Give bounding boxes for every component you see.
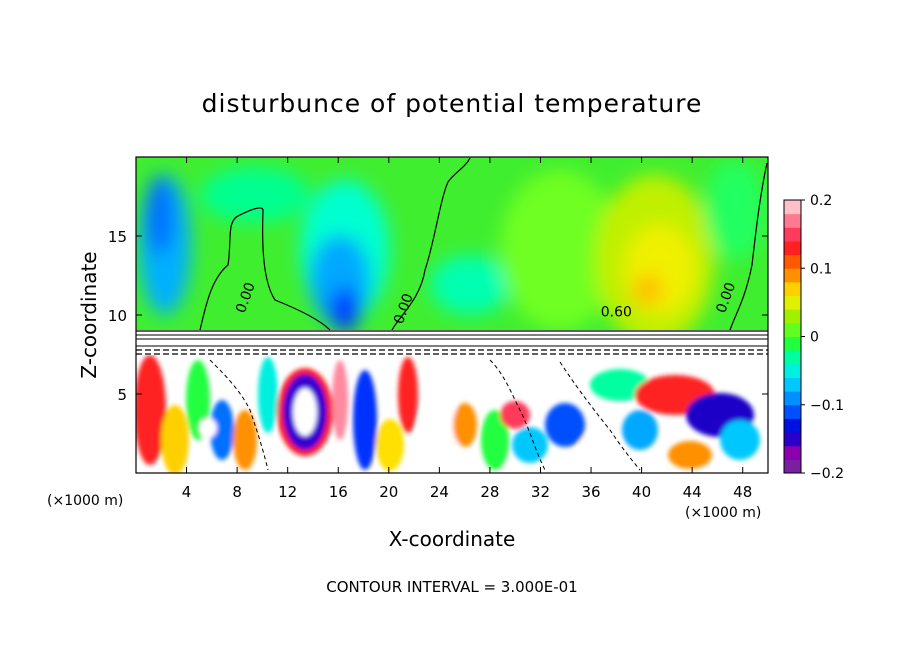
x-axis-ticks: 4 8 12 16 20 24 28 32 36 40 44 48 [182, 157, 752, 501]
y-axis-label: Z-coordinate [77, 251, 101, 378]
field-plot: 0.00 0.00 0.60 0.00 [136, 157, 768, 473]
colorbar-tick-label: −0.1 [810, 398, 844, 414]
colorbar-swatch [784, 350, 801, 365]
x-tick-label: 36 [581, 483, 600, 501]
colorbar-tick-label: 0 [810, 330, 819, 346]
zero-contour-2 [391, 157, 471, 331]
upper-layer-field [139, 160, 765, 345]
colorbar-swatch [784, 418, 801, 433]
lower-layer-field [136, 355, 768, 473]
dashed-contour-a [209, 359, 269, 471]
colorbar-swatch [784, 227, 801, 242]
colorbar-swatch [784, 322, 801, 337]
colorbar-swatch [784, 363, 801, 378]
colorbar-swatch [784, 336, 801, 351]
colorbar-swatch [784, 404, 801, 419]
x-tick-label: 16 [329, 483, 348, 501]
x-tick-label: 8 [232, 483, 242, 501]
colorbar-swatch [784, 281, 801, 297]
colorbar-tick-label: 0.1 [810, 261, 832, 277]
contour-interval-note: CONTOUR INTERVAL = 3.000E-01 [326, 578, 577, 596]
colorbar-swatch [784, 213, 801, 228]
colorbar-swatch [784, 309, 801, 324]
zero-contour-3 [729, 162, 768, 331]
colorbar-swatch [784, 391, 801, 406]
x-axis-label: X-coordinate [389, 527, 516, 551]
x-tick-label: 40 [632, 483, 651, 501]
x-tick-label: 28 [480, 483, 499, 501]
colorbar-swatch [784, 295, 801, 310]
chart-title: disturbunce of potential temperature [202, 89, 703, 118]
inversion-band [136, 330, 768, 355]
colorbar-tick-label: −0.2 [810, 466, 844, 482]
colorbar-swatch [784, 200, 801, 215]
colorbar-swatch [784, 268, 801, 283]
colorbar-swatch [784, 445, 801, 460]
x-tick-label: 4 [182, 483, 192, 501]
x-tick-label: 12 [278, 483, 297, 501]
x-tick-label: 24 [430, 483, 449, 501]
colorbar-swatch [784, 459, 801, 474]
dashed-contour-b [489, 359, 546, 471]
colorbar-tick-label: 0.2 [810, 193, 832, 209]
contour-label: 0.60 [601, 305, 632, 321]
zero-contour-1 [199, 207, 331, 331]
colorbar [783, 199, 802, 474]
dashed-contour-c [559, 361, 641, 471]
x-tick-label: 32 [531, 483, 550, 501]
x-tick-label: 48 [733, 483, 752, 501]
colorbar-swatch [784, 432, 801, 447]
y-tick-label: 10 [108, 307, 127, 325]
colorbar-swatch [784, 377, 801, 392]
x-unit-label-right: (×1000 m) [685, 505, 761, 521]
y-axis-ticks: 5 10 15 [108, 228, 768, 404]
y-tick-label: 15 [108, 228, 127, 246]
y-tick-label: 5 [117, 386, 127, 404]
x-tick-label: 44 [683, 483, 702, 501]
colorbar-ticks: 0.2 0.1 0 −0.1 −0.2 [801, 193, 844, 482]
colorbar-swatch [784, 254, 801, 269]
x-unit-label-left: (×1000 m) [47, 493, 123, 509]
colorbar-swatch [784, 240, 801, 256]
x-tick-label: 20 [379, 483, 398, 501]
